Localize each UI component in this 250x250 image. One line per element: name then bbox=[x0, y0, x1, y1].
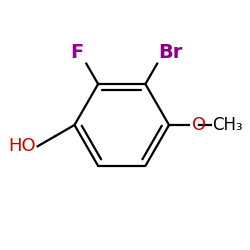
Text: F: F bbox=[71, 44, 84, 62]
Text: Br: Br bbox=[158, 44, 183, 62]
Text: O: O bbox=[192, 116, 206, 134]
Text: CH₃: CH₃ bbox=[212, 116, 243, 134]
Text: HO: HO bbox=[8, 137, 36, 155]
